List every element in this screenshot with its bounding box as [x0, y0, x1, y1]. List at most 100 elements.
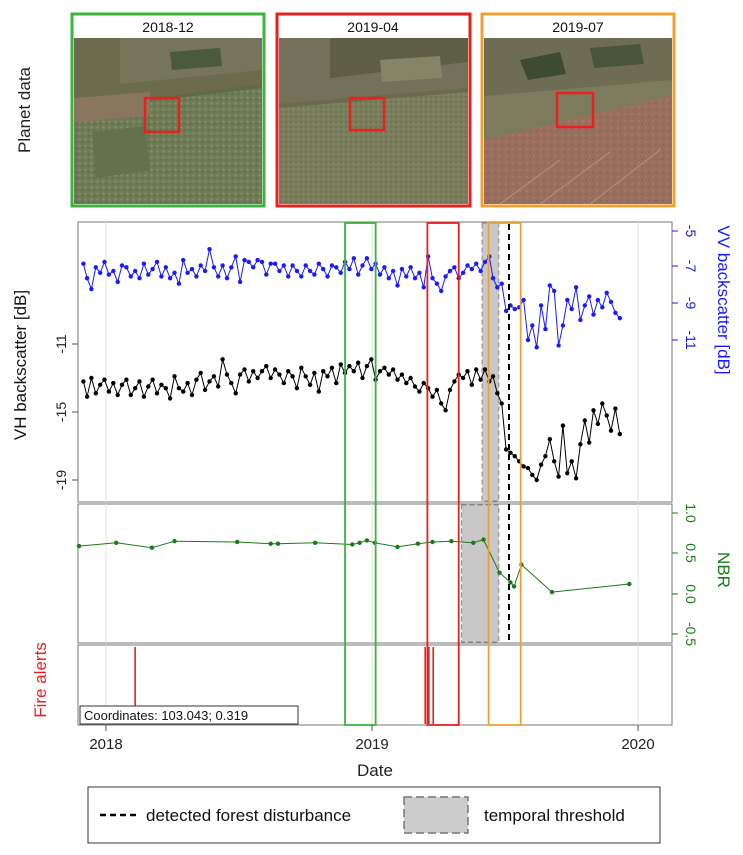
vh-series-point — [490, 374, 496, 379]
vh-series-point — [604, 413, 609, 418]
vh-series-point — [272, 367, 278, 372]
vh-series-point — [434, 387, 440, 393]
vv-series-point — [382, 265, 387, 270]
vh-series-point — [303, 374, 308, 379]
vv-series-point — [608, 299, 614, 305]
vv-series-point — [176, 281, 182, 286]
backscatter-series — [81, 247, 622, 483]
vv-series-point — [404, 274, 409, 279]
vh-series-point — [176, 386, 182, 391]
vh-series-point — [525, 465, 531, 471]
vh-series-point — [325, 374, 330, 379]
vh-series-point — [547, 437, 552, 442]
planet-image-2018-12: 2018-12 — [70, 12, 266, 208]
vh-series-point — [552, 459, 557, 464]
vh-series-point — [233, 391, 238, 396]
nbr-series — [76, 537, 632, 595]
vv-series-point — [163, 265, 168, 270]
vv-series-point — [277, 268, 282, 274]
vv-series-point — [268, 261, 273, 266]
x-tick-label: 2019 — [355, 736, 388, 753]
vv-series-point — [351, 256, 356, 261]
nbr-tick-label: 1.0 — [683, 503, 699, 523]
planet-window-rect — [426, 222, 460, 726]
nbr-series-point — [364, 538, 370, 543]
vh-series-point — [294, 386, 300, 391]
vv-series-point — [246, 259, 251, 265]
vv-series-point — [465, 263, 470, 268]
vv-series-point — [495, 285, 500, 290]
vh-series-point — [369, 357, 374, 362]
planet-image-2019-07: 2019-07 — [480, 12, 676, 208]
vh-series-point — [251, 369, 256, 374]
nbr-series-point — [481, 537, 486, 542]
vh-series-point — [404, 380, 409, 386]
vh-series-point — [499, 401, 504, 406]
vh-series-point — [255, 375, 260, 381]
nbr-series-point — [395, 544, 400, 550]
vv-series-point — [591, 312, 596, 317]
vh-series-point — [307, 382, 313, 387]
nbr-series-point — [627, 581, 632, 587]
vv-series-point — [159, 274, 164, 279]
vh-series-point — [390, 367, 396, 372]
vv-series-point — [390, 268, 396, 274]
vv-tick-label: -5 — [683, 225, 699, 238]
vv-series-point — [290, 263, 295, 268]
nbr-tick-label: -0.5 — [683, 622, 699, 646]
vv-series-point — [119, 263, 125, 268]
nbr-series-point — [275, 541, 281, 546]
vh-series-point — [150, 377, 155, 382]
vh-series-point — [133, 386, 138, 391]
vh-series-point — [207, 379, 212, 384]
legend-threshold-swatch — [403, 796, 469, 834]
legend-label-disturbance: detected forest disturbance — [146, 806, 351, 825]
vv-series-point — [111, 268, 116, 274]
vv-series-point — [582, 303, 587, 308]
vv-series-point — [538, 303, 544, 308]
vv-series-point — [525, 337, 531, 343]
vh-series-point — [111, 380, 116, 386]
vh-series-point — [89, 375, 94, 381]
vh-series-point — [137, 379, 142, 384]
vh-series-point — [591, 408, 596, 413]
nbr-series-point — [471, 540, 476, 545]
vv-series-point — [194, 274, 199, 279]
nbr-series-point — [235, 539, 240, 545]
vh-series-point — [408, 375, 413, 381]
vv-series-point — [490, 276, 496, 281]
vh-series-point — [430, 394, 435, 399]
vh-series-point — [242, 367, 247, 372]
vv-series-point — [251, 265, 256, 270]
nbr-series-point — [268, 541, 273, 546]
vv-series-point — [460, 270, 466, 275]
vh-series-point — [478, 377, 483, 382]
vh-series-point — [399, 372, 405, 377]
planet-image-date: 2018-12 — [142, 19, 194, 35]
nbr-tick-label: 0.0 — [683, 584, 699, 604]
nbr-series-point — [350, 542, 355, 547]
vv-series-point — [172, 270, 177, 275]
vv-series-point — [595, 297, 601, 303]
vh-series-point — [386, 372, 391, 377]
vv-series-point — [220, 263, 225, 268]
vh-series-point — [578, 442, 583, 447]
vh-series-point — [154, 391, 160, 396]
vh-series-point — [321, 369, 326, 374]
vh-series-point — [181, 389, 186, 394]
vv-series-point — [543, 326, 548, 332]
vv-tick-label: -9 — [683, 297, 699, 310]
vv-series-point — [399, 266, 405, 272]
vv-series-point — [434, 281, 440, 286]
vh-series-point — [290, 374, 295, 379]
vv-series-point — [364, 256, 370, 261]
vv-series-point — [377, 272, 383, 277]
vv-series-point — [137, 276, 142, 281]
vv-series-point — [613, 310, 618, 315]
vv-series-point — [469, 266, 474, 272]
vh-series-point — [334, 380, 339, 386]
vh-series-point — [595, 421, 601, 427]
vh-series-point — [474, 367, 479, 372]
vh-tick-label: -15 — [53, 402, 69, 422]
vv-series-point — [299, 274, 304, 279]
